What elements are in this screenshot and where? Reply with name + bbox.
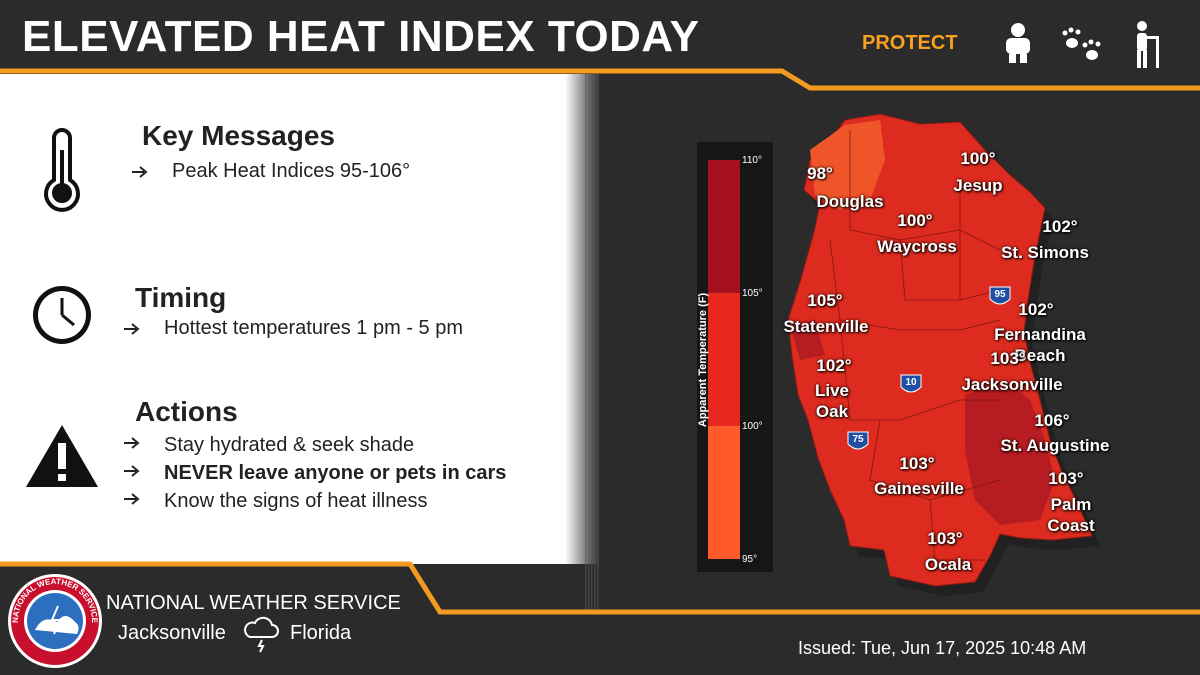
- city-temp: 102°: [1018, 300, 1054, 319]
- section: Actions: [135, 396, 238, 428]
- bullet: Stay hydrated & seek shade: [124, 431, 506, 459]
- footer-band: [0, 566, 1200, 675]
- map-high-zone: [790, 320, 825, 360]
- city-name: Statenville: [783, 317, 869, 336]
- city-temp: 98°: [807, 164, 833, 183]
- state-name: Florida: [290, 622, 352, 644]
- city-temp: 105°: [807, 291, 843, 310]
- issued-time: Issued: Tue, Jun 17, 2025 10:48 AM: [798, 638, 1087, 658]
- city-temp: 103°: [1048, 469, 1084, 488]
- highway-shield: 75: [847, 431, 869, 450]
- thermometer-icon: [44, 128, 80, 212]
- city-temp: 103°: [927, 529, 963, 548]
- city-temp: 100°: [897, 211, 933, 230]
- legend-tick: 95°: [742, 554, 757, 565]
- city-name: Ocala: [924, 555, 972, 574]
- nws-logo: NATIONAL WEATHER SERVICE: [8, 574, 102, 668]
- city-name: Douglas: [816, 192, 884, 211]
- city-name: St. Augustine: [1000, 436, 1110, 455]
- section: Key Messages: [142, 120, 335, 152]
- highway-number: 75: [852, 434, 864, 445]
- map-high-zone: [965, 380, 1055, 525]
- bullet: Know the signs of heat illness: [124, 487, 506, 515]
- bullet: Peak Heat Indices 95-106°: [132, 160, 410, 183]
- highway-number: 95: [994, 289, 1006, 300]
- panel-dots: [585, 74, 600, 612]
- highway-number: 10: [905, 377, 917, 388]
- protect-label: PROTECT: [862, 32, 958, 54]
- city-name: Gainesville: [874, 479, 964, 498]
- warning-icon: [26, 425, 98, 487]
- legend-band: [708, 293, 740, 426]
- bullet: NEVER leave anyone or pets in cars: [124, 459, 506, 487]
- city-temp: 100°: [960, 149, 996, 168]
- city-name: Palm Coast: [1047, 495, 1095, 535]
- city-temp: 103°: [990, 349, 1026, 368]
- legend-tick: 110°: [742, 155, 762, 166]
- city-temp: 102°: [1042, 217, 1078, 236]
- bullet-text: Know the signs of heat illness: [164, 490, 428, 512]
- section-items: Stay hydrated & seek shade NEVER leave a…: [124, 431, 506, 515]
- city-name: St. Simons: [1001, 243, 1089, 262]
- header-rule: [0, 68, 1200, 91]
- bullet-text: Peak Heat Indices 95-106°: [172, 160, 411, 182]
- legend-title: Apparent Temperature (F): [697, 293, 709, 428]
- section-heading: Key Messages: [142, 120, 336, 151]
- legend-ticks: 110° 105° 100° 95°: [742, 155, 763, 565]
- city-temp: 102°: [816, 356, 852, 375]
- protect-icons: [1006, 21, 1159, 68]
- bullet-text: Stay hydrated & seek shade: [164, 434, 415, 456]
- city-temp: 106°: [1034, 411, 1070, 430]
- highway-shield: 95: [989, 286, 1011, 305]
- bullet-text: Hottest temperatures 1 pm - 5 pm: [164, 317, 464, 339]
- title: ELEVATED HEAT INDEX TODAY: [22, 12, 700, 61]
- city-name: Live Oak: [814, 381, 850, 421]
- county-lines: [829, 130, 1001, 561]
- footer-rule: [0, 561, 1200, 615]
- city-name: Fernandina Beach: [994, 325, 1086, 365]
- map-low-zone: [810, 120, 885, 210]
- section: Timing: [135, 282, 226, 314]
- org-name: NATIONAL WEATHER SERVICE: [106, 592, 401, 614]
- highway-shield: 10: [900, 374, 922, 393]
- city-temp: 103°: [899, 454, 935, 473]
- weather-icon: [244, 616, 279, 653]
- legend-tick: 105°: [742, 288, 763, 299]
- bullet-text: NEVER leave anyone or pets in cars: [164, 462, 507, 484]
- bullet: Hottest temperatures 1 pm - 5 pm: [124, 317, 463, 340]
- section-heading: Timing: [135, 282, 227, 313]
- section-items: Peak Heat Indices 95-106°: [132, 160, 410, 183]
- city-name: Jesup: [953, 176, 1003, 195]
- legend-band: [708, 426, 740, 559]
- legend-band: [708, 160, 740, 293]
- clock-icon: [33, 286, 91, 344]
- section-heading: Actions: [135, 396, 238, 427]
- city-name: Jacksonville: [961, 375, 1063, 394]
- city-name: Waycross: [877, 237, 957, 256]
- legend-tick: 100°: [742, 421, 763, 432]
- office-name: Jacksonville: [118, 622, 226, 644]
- section-items: Hottest temperatures 1 pm - 5 pm: [124, 317, 463, 340]
